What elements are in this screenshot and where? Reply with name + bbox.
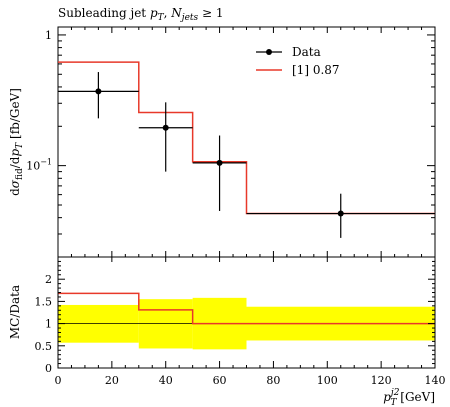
legend-data-label: Data: [292, 45, 321, 59]
x-tick-label: 120: [371, 374, 392, 387]
ratio-y-tick-label: 0.5: [35, 340, 53, 353]
x-tick-label: 40: [159, 374, 173, 387]
x-axis-title: pj2 T [GeV]: [383, 388, 435, 407]
x-title-j2: j2: [389, 388, 400, 398]
main-ylabel-slash: /d: [8, 156, 22, 168]
main-ylabel-p: p: [8, 149, 22, 157]
main-ylabel-sigma: σ: [8, 179, 22, 188]
chart-title-geq: ≥ 1: [198, 6, 223, 20]
data-marker: [216, 159, 223, 166]
data-point: [246, 193, 435, 238]
main-ylabel-fid: fid: [15, 168, 25, 180]
main-panel: 1 10−1 dσfid/dpT [fb/GeV] Data [1] 0.87: [8, 26, 436, 258]
data-marker: [95, 88, 102, 95]
tick-label-base: 10: [26, 160, 40, 173]
chart-title-n-sub: jets: [180, 13, 199, 23]
tick-label-exponent: −1: [40, 158, 52, 167]
ratio-y-tick-label: 1: [45, 318, 52, 331]
data-marker: [162, 124, 169, 131]
chart-title-pt-sub: T: [158, 13, 165, 23]
legend-data-marker: [266, 49, 272, 55]
ratio-y-tick-label: 0: [45, 362, 52, 375]
chart-title-prefix: Subleading jet: [58, 6, 150, 20]
ratio-y-tick-label: 2: [45, 273, 52, 286]
ratio-ticks: 00.511.520 20 40 60 80 100 120 140: [35, 257, 446, 387]
ratio-y-axis-title: MC/Data: [8, 285, 22, 339]
ratio-y-tick-label: 1.5: [35, 295, 53, 308]
ratio-panel: 00.511.520 20 40 60 80 100 120 140 MC/Data pj2 T…: [8, 256, 446, 407]
x-title-t: T: [390, 398, 397, 407]
main-y-ticks: 1 10−1: [26, 27, 436, 258]
data-point: [58, 72, 139, 119]
x-tick-label: 20: [105, 374, 119, 387]
main-ylabel-unit: [fb/GeV]: [8, 88, 22, 143]
x-title-p: p: [383, 390, 391, 404]
x-tick-label: 140: [425, 374, 446, 387]
main-ylabel-t: T: [15, 142, 25, 149]
x-tick-label: 60: [213, 374, 227, 387]
ratio-mc-step-line: [58, 292, 435, 325]
legend: Data [1] 0.87: [256, 45, 340, 77]
ratio-series-group: [58, 292, 435, 350]
main-ylabel-d1: d: [8, 188, 22, 196]
chart-title-comma: ,: [164, 6, 172, 20]
chart-title-pt: p: [150, 6, 158, 20]
x-tick-label: 0: [55, 374, 62, 387]
x-tick-label: 100: [317, 374, 338, 387]
main-series-group: [58, 61, 435, 238]
mc-step-line: [58, 61, 435, 215]
chart-title: Subleading jet pT, Njets ≥ 1: [58, 6, 223, 23]
legend-mc-label: [1] 0.87: [292, 63, 340, 77]
x-tick-label: 80: [266, 374, 280, 387]
data-marker: [337, 210, 344, 217]
main-y-tick-label: 10−1: [26, 158, 52, 173]
main-y-tick-label: 1: [45, 29, 52, 42]
data-point: [138, 102, 193, 172]
main-y-axis-title: dσfid/dpT [fb/GeV]: [8, 88, 25, 196]
data-point: [192, 135, 247, 211]
chart-title-n: N: [170, 6, 182, 20]
x-title-unit: [GeV]: [396, 390, 435, 404]
